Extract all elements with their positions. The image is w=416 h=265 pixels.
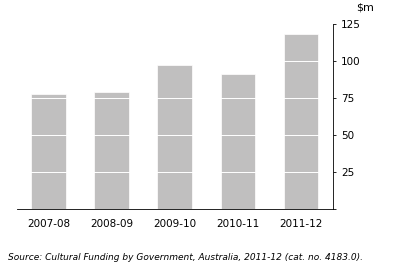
Bar	[284, 34, 318, 209]
Bar	[31, 94, 66, 209]
Text: Source: Cultural Funding by Government, Australia, 2011-12 (cat. no. 4183.0).: Source: Cultural Funding by Government, …	[8, 253, 363, 262]
Bar	[220, 74, 255, 209]
Bar	[157, 65, 192, 209]
Bar	[94, 92, 129, 209]
Text: $m: $m	[357, 3, 374, 13]
